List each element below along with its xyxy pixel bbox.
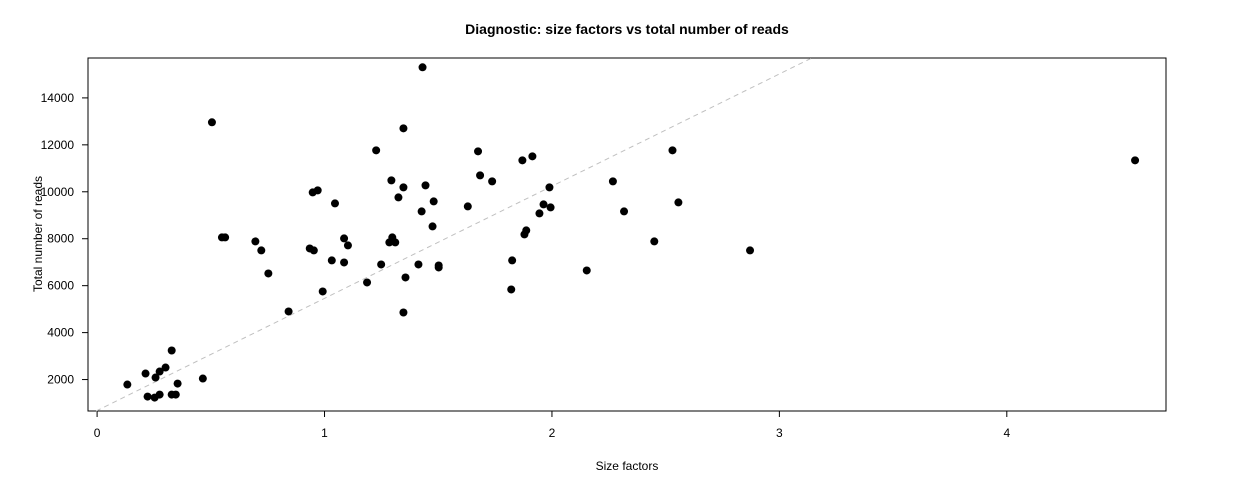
- data-point: [363, 278, 372, 287]
- data-point: [476, 171, 485, 180]
- x-axis-label: Size factors: [596, 459, 659, 473]
- data-point: [387, 176, 396, 185]
- data-point: [428, 222, 437, 231]
- data-point: [463, 202, 472, 211]
- data-point: [522, 226, 531, 235]
- data-point: [377, 260, 386, 269]
- data-point: [429, 197, 438, 206]
- x-tick-label: 0: [94, 426, 101, 440]
- data-point: [284, 307, 293, 316]
- data-point: [399, 183, 408, 192]
- plot-frame: [87, 57, 1167, 412]
- data-point: [414, 260, 423, 269]
- data-point: [650, 237, 659, 246]
- data-point: [1131, 156, 1140, 165]
- y-tick-label: 12000: [41, 138, 75, 152]
- data-point: [343, 241, 352, 250]
- data-point: [198, 374, 207, 383]
- data-point: [155, 390, 164, 399]
- data-point: [313, 186, 322, 195]
- data-point: [668, 146, 677, 155]
- data-point: [434, 263, 443, 272]
- data-point: [257, 246, 266, 255]
- data-points: [95, 57, 1140, 412]
- data-point: [518, 156, 527, 165]
- data-point: [251, 237, 260, 246]
- y-axis: 2000 4000 6000 8000 10000 12000 14000: [41, 91, 88, 387]
- data-point: [539, 200, 548, 209]
- data-point: [620, 207, 629, 216]
- data-point: [207, 118, 216, 127]
- data-point: [399, 308, 408, 317]
- data-point: [318, 287, 327, 296]
- data-point: [340, 258, 349, 267]
- chart-title: Diagnostic: size factors vs total number…: [465, 21, 789, 37]
- data-point: [391, 238, 400, 247]
- data-point: [608, 177, 617, 186]
- data-point: [546, 203, 555, 212]
- data-point: [474, 147, 483, 156]
- data-point: [221, 233, 230, 242]
- y-tick-label: 10000: [41, 185, 75, 199]
- data-point: [399, 124, 408, 133]
- data-point: [309, 246, 318, 255]
- data-point: [372, 146, 381, 155]
- data-point: [141, 369, 150, 378]
- y-axis-label: Total number of reads: [31, 176, 45, 292]
- data-point: [746, 246, 755, 255]
- data-point: [394, 193, 403, 202]
- x-tick-label: 1: [321, 426, 328, 440]
- data-point: [327, 256, 336, 265]
- data-point: [123, 380, 132, 389]
- x-axis: 0 1 2 3 4: [94, 411, 1010, 440]
- data-point: [151, 373, 160, 382]
- y-tick-label: 2000: [47, 373, 74, 387]
- data-point: [167, 346, 176, 355]
- y-tick-label: 14000: [41, 91, 75, 105]
- data-point: [173, 379, 182, 388]
- data-point: [330, 199, 339, 208]
- data-point: [508, 256, 517, 265]
- data-point: [582, 266, 591, 275]
- data-point: [143, 392, 152, 401]
- data-point: [417, 207, 426, 216]
- data-point: [264, 269, 273, 278]
- data-point: [421, 181, 430, 190]
- data-point: [340, 234, 349, 243]
- data-point: [545, 183, 554, 192]
- y-tick-label: 6000: [47, 279, 74, 293]
- data-point: [418, 63, 427, 72]
- data-point: [507, 285, 516, 294]
- data-point: [488, 177, 497, 186]
- data-point: [528, 152, 537, 161]
- reference-line: [95, 57, 812, 412]
- x-tick-label: 4: [1003, 426, 1010, 440]
- data-point: [535, 209, 544, 218]
- data-point: [161, 363, 170, 372]
- data-point: [674, 198, 683, 207]
- y-tick-label: 4000: [47, 326, 74, 340]
- data-point: [155, 367, 164, 376]
- x-tick-label: 2: [549, 426, 556, 440]
- x-tick-label: 3: [776, 426, 783, 440]
- data-point: [171, 390, 180, 399]
- y-tick-label: 8000: [47, 232, 74, 246]
- data-point: [401, 273, 410, 282]
